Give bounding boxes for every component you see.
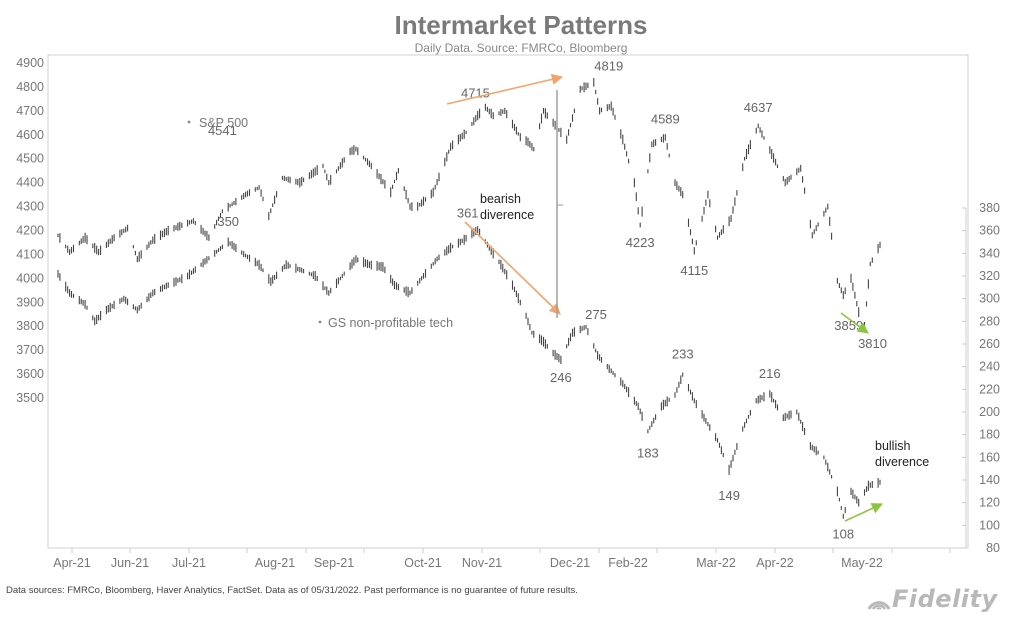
left-tick-label: 3500 — [16, 391, 44, 405]
left-tick-label: 3600 — [16, 367, 44, 381]
tech-value-label: 246 — [550, 370, 572, 385]
series-sp500 — [58, 78, 880, 326]
x-tick-label: Dec-21 — [550, 556, 590, 570]
sp500-value-label: 4223 — [626, 235, 655, 250]
legend-tech: GS non-profitable tech — [328, 316, 453, 330]
left-tick-label: 4300 — [16, 200, 44, 214]
x-tick-label: Feb-22 — [608, 556, 648, 570]
sp500-value-label: 4637 — [744, 100, 773, 115]
left-tick-label: 4000 — [16, 271, 44, 285]
tech-rising-green-arrow — [845, 504, 882, 521]
series-layer — [58, 78, 880, 519]
left-tick-label: 3900 — [16, 295, 44, 309]
right-tick-label: 320 — [979, 269, 1000, 283]
x-tick-label: Apr-21 — [53, 556, 91, 570]
fidelity-logo-icon — [866, 589, 892, 611]
footer-note: Data sources: FMRCo, Bloomberg, Haver An… — [6, 585, 578, 596]
chart-subtitle: Daily Data. Source: FMRCo, Bloomberg — [415, 41, 628, 55]
left-tick-label: 4700 — [16, 104, 44, 118]
tech-falling-arrow — [465, 222, 560, 314]
sp500-value-label: 4819 — [594, 58, 623, 73]
x-tick-label: Oct-21 — [404, 556, 442, 570]
legend-marker-tech — [319, 321, 322, 324]
tech-value-label: 350 — [217, 214, 239, 229]
right-tick-label: 140 — [979, 473, 1000, 487]
tech-value-label: 216 — [759, 366, 781, 381]
x-tick-label: Apr-22 — [756, 556, 794, 570]
x-tick-label: Nov-21 — [462, 556, 502, 570]
right-tick-label: 300 — [979, 292, 1000, 306]
x-axis: Apr-21 Jun-21 Jul-21 Aug-21 Sep-21 Oct-21 Nov-… — [53, 548, 950, 570]
fidelity-logo: Fidelity — [866, 585, 1016, 613]
series-gs-tech — [58, 226, 880, 519]
tech-value-label: 108 — [832, 526, 854, 541]
left-y-axis: 3500 3600 3700 3800 3900 4000 4100 4200 4300 4400… — [16, 56, 44, 405]
x-tick-label: Sep-21 — [314, 556, 354, 570]
legend-sp500: S&P 500 — [199, 116, 248, 130]
right-tick-label: 240 — [979, 360, 1000, 374]
bearish-label-line1: bearish — [480, 192, 521, 206]
left-tick-label: 4600 — [16, 128, 44, 142]
bullish-label-line2: diverence — [875, 455, 929, 469]
x-tick-label: May-22 — [841, 556, 883, 570]
sp500-bars — [58, 78, 880, 326]
sp500-value-label: 4115 — [680, 263, 708, 278]
tech-value-label: 233 — [672, 347, 694, 362]
legend-marker-sp500 — [188, 121, 191, 124]
right-tick-label: 280 — [979, 314, 1000, 328]
left-tick-label: 4900 — [16, 56, 44, 70]
left-tick-label: 4200 — [16, 224, 44, 238]
left-tick-label: 4800 — [16, 80, 44, 94]
tech-value-label: 275 — [585, 307, 607, 322]
left-tick-label: 4400 — [16, 176, 44, 190]
sp500-value-label: 4589 — [651, 111, 680, 126]
x-tick-label: Mar-22 — [696, 556, 736, 570]
bullish-label-line1: bullish — [875, 439, 910, 453]
x-tick-label: Aug-21 — [255, 556, 295, 570]
right-tick-label: 340 — [979, 246, 1000, 260]
left-tick-label: 3800 — [16, 319, 44, 333]
chart-title: Intermarket Patterns — [395, 10, 648, 40]
annotation-layer: 4541471548194223458941154637385938103503… — [208, 58, 887, 541]
tech-value-label: 149 — [718, 488, 740, 503]
right-tick-label: 100 — [979, 518, 1000, 532]
x-tick-label: Jun-21 — [111, 556, 149, 570]
right-tick-label: 260 — [979, 337, 1000, 351]
right-tick-label: 120 — [979, 496, 1000, 510]
right-tick-label: 200 — [979, 405, 1000, 419]
x-tick-label: Jul-21 — [172, 556, 206, 570]
right-tick-label: 220 — [979, 382, 1000, 396]
sp500-value-label: 3810 — [858, 336, 887, 351]
right-tick-label: 80 — [986, 541, 1000, 555]
bearish-label-line2: diverence — [480, 208, 534, 222]
right-tick-label: 160 — [979, 450, 1000, 464]
left-tick-label: 4100 — [16, 247, 44, 261]
right-tick-label: 360 — [979, 224, 1000, 238]
gs-tech-bars — [58, 226, 880, 519]
tech-value-label: 183 — [637, 445, 659, 460]
right-tick-label: 380 — [979, 201, 1000, 215]
left-tick-label: 3700 — [16, 343, 44, 357]
fidelity-logo-text: Fidelity — [892, 585, 998, 613]
right-tick-label: 180 — [979, 428, 1000, 442]
tech-value-label: 361 — [457, 206, 479, 221]
left-tick-label: 4500 — [16, 152, 44, 166]
